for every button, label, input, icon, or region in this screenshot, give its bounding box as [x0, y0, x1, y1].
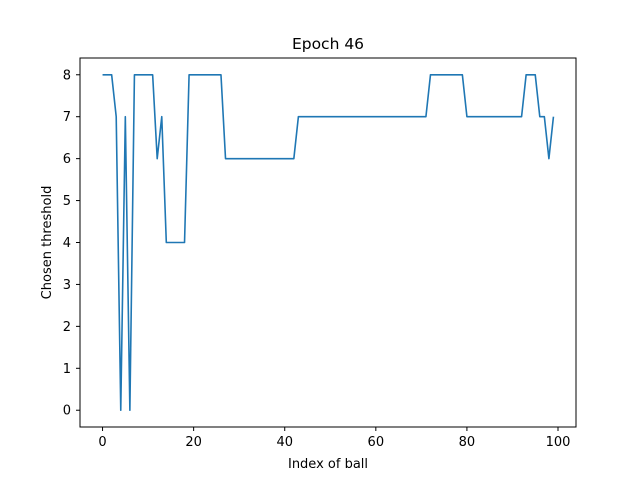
x-axis-label: Index of ball: [288, 457, 368, 472]
series-layer: [102, 73, 555, 412]
series-line: [102, 73, 555, 412]
y-tick-label: 1: [63, 362, 71, 377]
y-tick-label: 2: [63, 320, 71, 335]
x-tick-label: 100: [546, 435, 571, 450]
plot-area-frame: [79, 57, 577, 428]
y-tick-label: 5: [63, 194, 71, 209]
x-tick-label: 20: [185, 435, 202, 450]
x-tick-label: 80: [459, 435, 476, 450]
x-tick-label: 0: [98, 435, 106, 450]
y-tick-label: 3: [63, 278, 71, 293]
y-axis-label: Chosen threshold: [40, 186, 55, 300]
ticks-layer: 0 20 40 60 80 100 0 1 2 3 4 5 6 7 8: [63, 68, 571, 450]
x-tick-label: 40: [276, 435, 293, 450]
y-tick-label: 6: [63, 152, 71, 167]
y-tick-label: 7: [63, 110, 71, 125]
y-tick-label: 0: [63, 404, 71, 419]
y-tick-label: 8: [63, 68, 71, 83]
chart-title: Epoch 46: [292, 35, 364, 53]
y-tick-label: 4: [63, 236, 71, 251]
x-tick-label: 60: [368, 435, 385, 450]
